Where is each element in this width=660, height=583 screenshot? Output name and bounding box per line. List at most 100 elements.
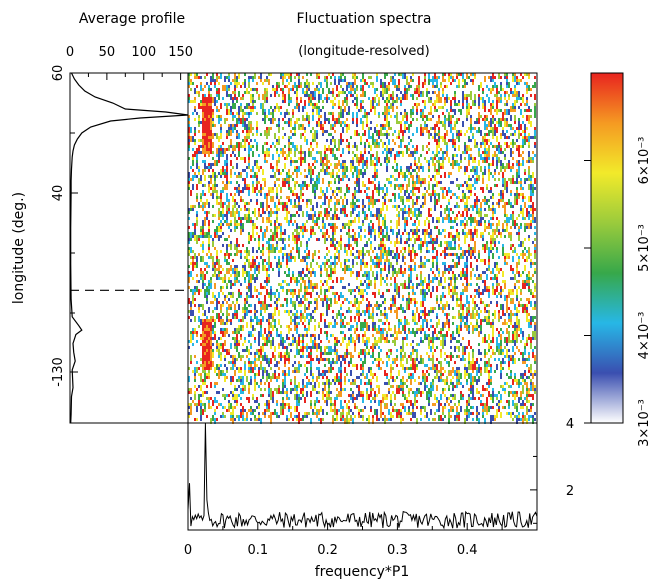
heatmap-cell (292, 127, 294, 130)
heatmap-cell (338, 160, 340, 163)
heatmap-cell (466, 73, 468, 79)
heatmap-cell (414, 157, 416, 160)
heatmap-cell (212, 292, 214, 298)
heatmap-cell (334, 154, 336, 160)
heatmap-cell (446, 268, 448, 271)
heatmap-cell (238, 172, 240, 175)
heatmap-cell (366, 292, 368, 295)
heatmap-cell (204, 211, 206, 214)
heatmap-cell (518, 232, 520, 235)
heatmap-cell (414, 220, 416, 223)
heatmap-cell (406, 88, 408, 94)
heatmap-cell (376, 175, 378, 178)
heatmap-cell (350, 250, 352, 256)
heatmap-cell (444, 115, 446, 118)
heatmap-cell (230, 295, 232, 298)
heatmap-cell (512, 109, 514, 112)
heatmap-cell (488, 226, 490, 229)
heatmap-cell (412, 175, 414, 178)
heatmap-cell (266, 79, 268, 82)
heatmap-cell (422, 289, 424, 295)
heatmap-cell (362, 94, 364, 97)
heatmap-cell (204, 220, 206, 226)
heatmap-cell (236, 268, 238, 271)
heatmap-cell (440, 253, 442, 256)
heatmap-cell (220, 151, 222, 154)
heatmap-cell (318, 91, 320, 94)
heatmap-cell (370, 202, 372, 205)
heatmap-cell (370, 100, 372, 106)
heatmap-cell (456, 136, 458, 139)
heatmap-cell (314, 136, 316, 142)
heatmap-cell (470, 169, 472, 172)
heatmap-cell (248, 214, 250, 220)
heatmap-cell (454, 265, 456, 268)
heatmap-cell (472, 127, 474, 130)
heatmap-cell (420, 109, 422, 112)
heatmap-cell (510, 154, 512, 157)
heatmap-cell (212, 214, 214, 217)
heatmap-cell (358, 109, 360, 112)
heatmap-cell (492, 130, 494, 136)
heatmap-cell (380, 211, 382, 214)
heatmap-cell (188, 118, 190, 121)
heatmap-cell (414, 187, 416, 190)
heatmap-cell (256, 265, 258, 271)
heatmap-cell (212, 157, 214, 160)
heatmap-cell (454, 127, 456, 130)
heatmap-cell (276, 148, 278, 151)
heatmap-cell (204, 124, 206, 127)
heatmap-cell (386, 187, 388, 193)
heatmap-cell (318, 256, 320, 259)
heatmap-cell (424, 106, 426, 109)
heatmap-cell (510, 214, 512, 220)
heatmap-cell (386, 274, 388, 277)
heatmap-cell (498, 241, 500, 244)
heatmap-cell (302, 181, 304, 184)
heatmap-cell (232, 127, 234, 133)
heatmap-cell (526, 178, 528, 181)
heatmap-cell (422, 181, 424, 184)
heatmap-cell (300, 298, 302, 304)
heatmap-cell (420, 265, 422, 268)
heatmap-cell (388, 94, 390, 97)
heatmap-cell (412, 250, 414, 253)
heatmap-cell (380, 91, 382, 97)
heatmap-cell (520, 187, 522, 190)
heatmap-cell (508, 178, 510, 181)
heatmap-cell (468, 127, 470, 130)
heatmap-cell (520, 133, 522, 136)
heatmap-cell (532, 157, 534, 160)
heatmap-cell (472, 82, 474, 85)
heatmap-cell (262, 103, 264, 109)
heatmap-cell (436, 124, 438, 127)
heatmap-cell (440, 181, 442, 184)
heatmap-cell (276, 205, 278, 211)
heatmap-cell (494, 184, 496, 187)
heatmap-cell (228, 235, 230, 238)
heatmap-cell (484, 127, 486, 130)
heatmap-cell (294, 145, 296, 151)
heatmap-cell (326, 271, 328, 277)
heatmap-cell (454, 289, 456, 292)
heatmap-cell (212, 241, 214, 247)
heatmap-cell (282, 253, 284, 256)
heatmap-cell (320, 205, 322, 208)
heatmap-cell (244, 271, 246, 274)
heatmap-cell (436, 268, 438, 271)
heatmap-cell (534, 130, 536, 133)
heatmap-cell (486, 124, 488, 127)
heatmap-cell (278, 118, 280, 121)
heatmap-cell (516, 82, 518, 85)
heatmap-cell (430, 229, 432, 235)
heatmap-cell (478, 214, 480, 217)
heatmap-cell (470, 283, 472, 286)
heatmap-cell (290, 136, 292, 139)
heatmap-cell (448, 172, 450, 175)
heatmap-cell (492, 88, 494, 91)
heatmap-cell (332, 106, 334, 109)
heatmap-cell (360, 250, 362, 256)
heatmap-cell (228, 199, 230, 202)
heatmap-cell (208, 109, 210, 112)
heatmap-cell (450, 289, 452, 292)
